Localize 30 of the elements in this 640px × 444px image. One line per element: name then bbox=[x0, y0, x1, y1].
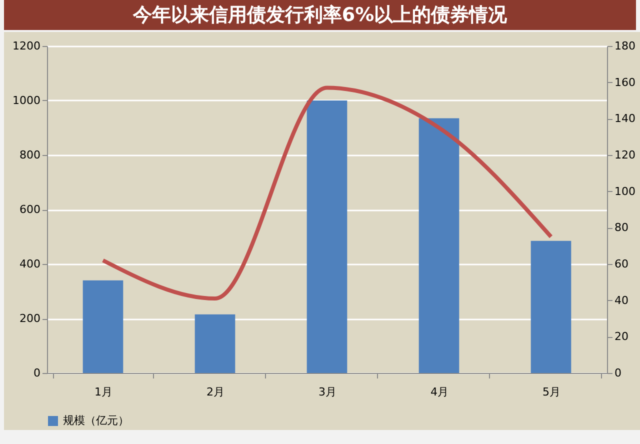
y2-tick-label: 60 bbox=[614, 258, 628, 270]
x-tick-label: 4月 bbox=[430, 386, 448, 398]
bar bbox=[82, 280, 124, 373]
x-tick-label: 5月 bbox=[542, 386, 560, 398]
y2-tick-label: 140 bbox=[614, 112, 636, 126]
y-tick-label: 0 bbox=[34, 366, 40, 380]
y2-tick-label: 40 bbox=[614, 294, 628, 307]
y2-tick-label: 180 bbox=[614, 40, 636, 52]
y2-tick-label: 120 bbox=[614, 148, 636, 162]
x-tick-label: 2月 bbox=[206, 386, 224, 398]
line-series bbox=[101, 86, 553, 301]
y2-tick-label: 0 bbox=[614, 366, 622, 380]
x-tick-label: 3月 bbox=[318, 386, 336, 398]
y-tick-label: 1200 bbox=[12, 40, 40, 52]
y-tick-label: 600 bbox=[20, 203, 40, 216]
y-tick-label: 1000 bbox=[12, 94, 40, 107]
legend-label: 规模（亿元） bbox=[63, 414, 129, 427]
y2-tick-label: 20 bbox=[614, 330, 628, 344]
bar bbox=[418, 118, 460, 373]
x-tick-label: 1月 bbox=[94, 386, 112, 398]
y-tick-label: 400 bbox=[20, 258, 40, 270]
y-tick-label: 800 bbox=[20, 148, 40, 162]
y2-tick-label: 160 bbox=[614, 76, 636, 89]
bar bbox=[194, 314, 236, 373]
y2-tick-label: 100 bbox=[614, 184, 636, 198]
y-tick-label: 200 bbox=[20, 312, 40, 325]
y2-tick-label: 80 bbox=[614, 221, 628, 234]
bar bbox=[306, 100, 348, 373]
chart-title: 今年以来信用债发行利率6%以上的债券情况 bbox=[4, 0, 636, 30]
bar bbox=[530, 240, 572, 373]
